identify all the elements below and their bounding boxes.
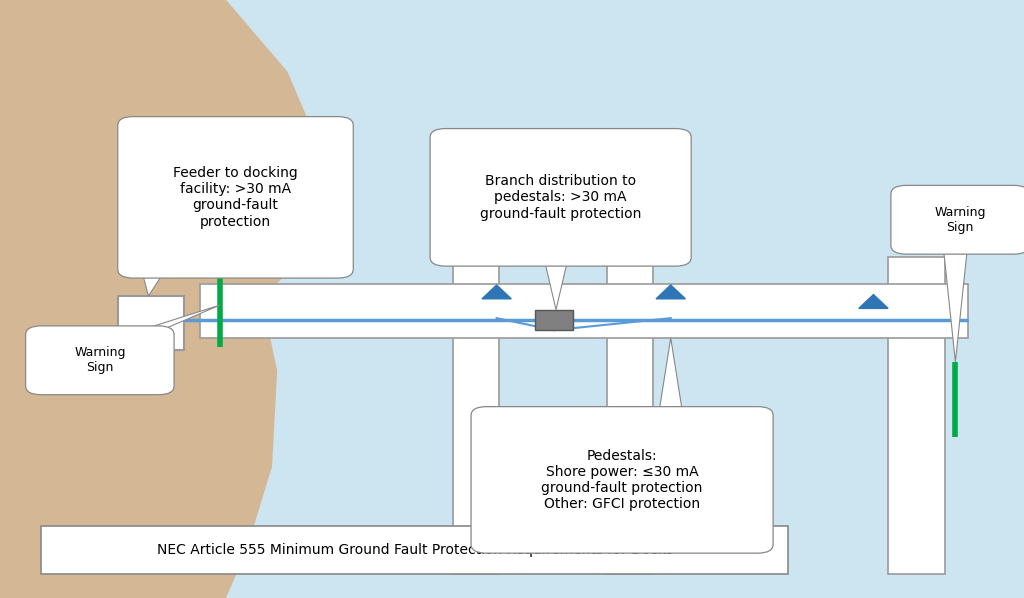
FancyBboxPatch shape [471,407,773,553]
Text: Feeder to docking
facility: >30 mA
ground-fault
protection: Feeder to docking facility: >30 mA groun… [173,166,298,228]
Polygon shape [656,285,685,299]
Text: Pedestals:
Shore power: ≤30 mA
ground-fault protection
Other: GFCI protection: Pedestals: Shore power: ≤30 mA ground-fa… [542,448,702,511]
Text: NEC Article 555 Minimum Ground Fault Protection Requirements for Docks: NEC Article 555 Minimum Ground Fault Pro… [157,543,673,557]
Polygon shape [859,295,888,309]
Text: Warning
Sign: Warning Sign [934,206,986,234]
Polygon shape [943,245,968,362]
Polygon shape [482,285,511,299]
FancyBboxPatch shape [889,257,945,574]
FancyBboxPatch shape [891,185,1024,254]
FancyBboxPatch shape [41,526,788,574]
FancyBboxPatch shape [118,117,353,278]
FancyBboxPatch shape [118,296,184,350]
FancyBboxPatch shape [606,257,653,574]
Polygon shape [0,0,328,598]
Polygon shape [658,338,683,416]
Polygon shape [544,257,568,310]
FancyBboxPatch shape [453,257,500,574]
Text: Warning
Sign: Warning Sign [74,346,126,374]
Polygon shape [141,269,166,296]
FancyBboxPatch shape [200,284,968,338]
Polygon shape [126,305,220,335]
FancyBboxPatch shape [535,310,573,330]
Text: Branch distribution to
pedestals: >30 mA
ground-fault protection: Branch distribution to pedestals: >30 mA… [480,174,641,221]
FancyBboxPatch shape [26,326,174,395]
FancyBboxPatch shape [430,129,691,266]
